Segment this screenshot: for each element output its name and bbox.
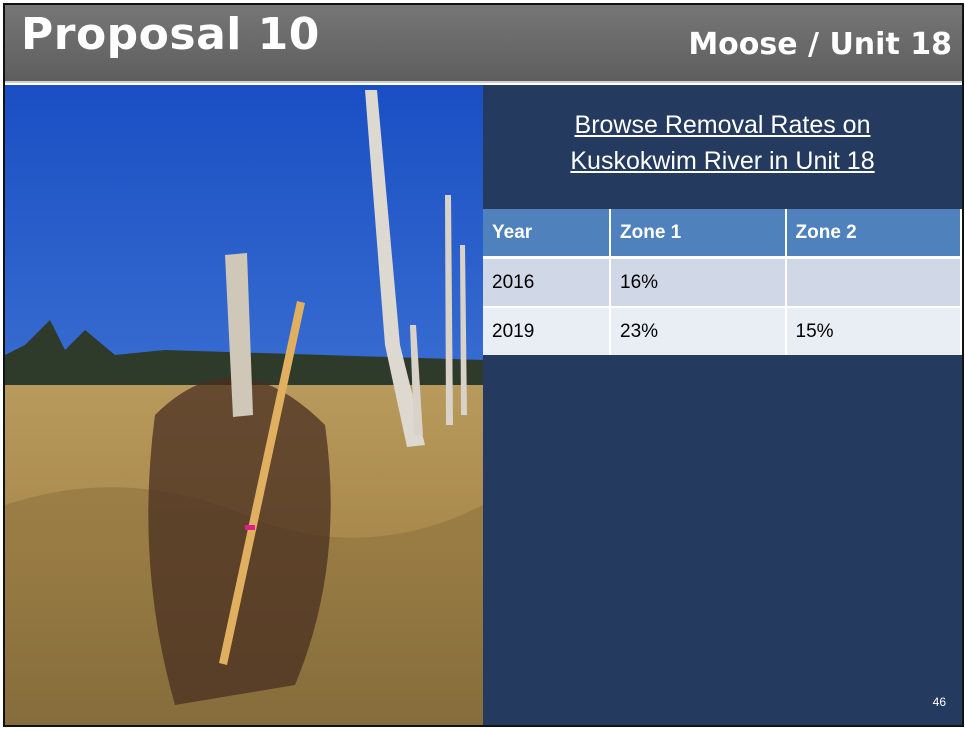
page-number: 46 bbox=[932, 695, 946, 709]
content-panel: Browse Removal Rates on Kuskokwim River … bbox=[483, 85, 962, 725]
table-cell: 2019 bbox=[483, 307, 612, 355]
table-cell: 23% bbox=[610, 307, 787, 355]
table-cell: 15% bbox=[785, 307, 962, 355]
data-table: Year Zone 1 Zone 2 2016 16% 2019 23% 15% bbox=[483, 209, 962, 355]
table-body: 2016 16% 2019 23% 15% bbox=[483, 257, 962, 355]
header-bar: Proposal 10 Moose / Unit 18 bbox=[5, 5, 962, 83]
slide-title: Proposal 10 bbox=[21, 9, 320, 60]
header-row: Year Zone 1 Zone 2 bbox=[483, 209, 962, 259]
table-cell: 16% bbox=[610, 257, 787, 308]
column-header: Year bbox=[483, 209, 612, 259]
table-cell: 2016 bbox=[483, 257, 612, 308]
table-heading: Browse Removal Rates on Kuskokwim River … bbox=[483, 107, 962, 179]
column-header: Zone 1 bbox=[610, 209, 787, 259]
table-row: 2016 16% bbox=[483, 257, 962, 308]
column-header: Zone 2 bbox=[785, 209, 962, 259]
slide-subtitle: Moose / Unit 18 bbox=[688, 27, 952, 62]
heading-line: Browse Removal Rates on bbox=[574, 111, 871, 139]
table-row: 2019 23% 15% bbox=[483, 307, 962, 355]
slide: Proposal 10 Moose / Unit 18 Browse Remov… bbox=[3, 3, 964, 727]
heading-line: Kuskokwim River in Unit 18 bbox=[570, 147, 875, 175]
empty-cell bbox=[785, 257, 962, 308]
photo bbox=[5, 85, 483, 725]
